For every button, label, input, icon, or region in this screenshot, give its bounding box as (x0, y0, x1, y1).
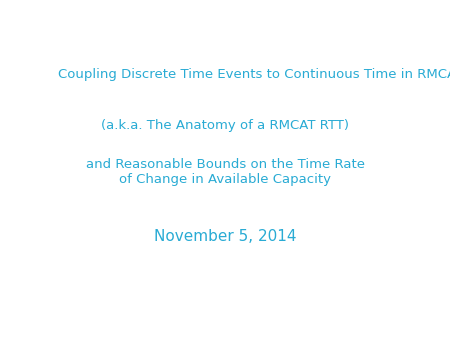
Text: November 5, 2014: November 5, 2014 (154, 229, 296, 244)
Text: (a.k.a. The Anatomy of a RMCAT RTT): (a.k.a. The Anatomy of a RMCAT RTT) (101, 119, 349, 131)
Text: and Reasonable Bounds on the Time Rate
of Change in Available Capacity: and Reasonable Bounds on the Time Rate o… (86, 159, 365, 186)
Text: Coupling Discrete Time Events to Continuous Time in RMCAT: Coupling Discrete Time Events to Continu… (58, 68, 450, 81)
